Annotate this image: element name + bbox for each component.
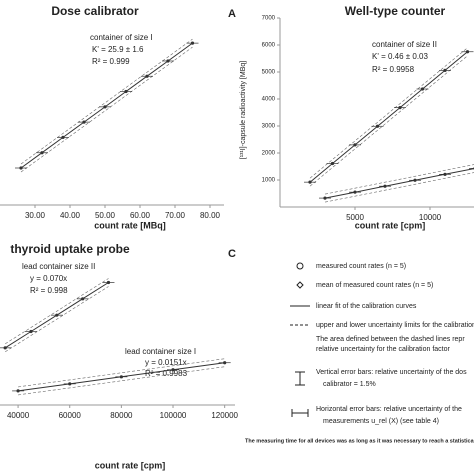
point xyxy=(166,59,170,63)
x-tick-label: 10000 xyxy=(419,213,442,222)
x-tick-label: 60.00 xyxy=(130,211,151,220)
chart-title: thyroid uptake probe xyxy=(10,242,130,256)
x-axis-label: count rate [cpm] xyxy=(95,460,166,470)
chart-title: Well-type counter xyxy=(345,4,446,18)
x-tick-label: 120000 xyxy=(211,411,238,420)
point xyxy=(420,87,425,91)
point xyxy=(103,105,107,109)
point xyxy=(119,375,123,379)
point xyxy=(19,166,23,170)
fit-line xyxy=(309,51,468,183)
panel-label: A xyxy=(228,8,236,20)
point xyxy=(398,106,402,110)
point xyxy=(223,361,227,365)
uncertainty-line xyxy=(18,366,225,396)
legend-item: mean of measured count rates (n = 5) xyxy=(316,282,433,289)
point xyxy=(29,329,33,334)
point xyxy=(61,135,65,139)
x-tick-label: 80.00 xyxy=(200,211,221,220)
annotation: y = 0.070x xyxy=(30,274,67,283)
y-tick-label: 2000 xyxy=(262,151,276,157)
point xyxy=(55,313,59,317)
annotation: K' = 25.9 ± 1.6 xyxy=(92,45,144,54)
annotation: lead container size II xyxy=(22,262,95,271)
point xyxy=(323,196,327,200)
annotation: lead container size I xyxy=(125,347,196,356)
legend-item: The area defined between the dashed line… xyxy=(316,336,465,343)
legend-symbols xyxy=(290,262,310,417)
point xyxy=(124,89,128,94)
legend-item: linear fit of the calibration curves xyxy=(316,303,417,310)
point xyxy=(375,124,380,128)
x-axis-label: count rate [cpm] xyxy=(355,220,426,230)
x-tick-label: 40.00 xyxy=(60,211,81,220)
y-tick-label: 4000 xyxy=(262,97,276,103)
y-tick-label: 6000 xyxy=(262,43,276,49)
point xyxy=(443,172,447,176)
x-tick-label: 60000 xyxy=(59,411,82,420)
legend-item: calibrator = 1.5% xyxy=(323,381,376,388)
point xyxy=(353,190,357,194)
point xyxy=(413,178,417,182)
y-tick-label: 1000 xyxy=(262,178,276,184)
point xyxy=(190,41,195,45)
annotation: container of size I xyxy=(90,33,153,42)
point xyxy=(145,74,149,78)
point xyxy=(465,50,470,54)
point xyxy=(82,120,86,124)
legend-item: Horizontal error bars: relative uncertai… xyxy=(316,406,462,413)
annotation: container of size II xyxy=(372,40,437,49)
uncertainty-line xyxy=(5,286,109,353)
annotation: K' = 0.46 ± 0.03 xyxy=(372,52,429,61)
x-tick-label: 70.00 xyxy=(165,211,186,220)
point xyxy=(3,346,7,350)
chart-title: Dose calibrator xyxy=(51,4,139,18)
legend-item: measurements u_rel (X) (see table 4) xyxy=(323,418,439,425)
point xyxy=(353,143,357,147)
uncertainty-line xyxy=(309,47,468,179)
y-axis-label: [¹³¹I]-capsule radioactivity [MBq] xyxy=(240,61,247,159)
x-tick-label: 80000 xyxy=(110,411,133,420)
fit-line xyxy=(324,168,474,199)
x-tick-label: 5000 xyxy=(346,213,364,222)
legend-item: relative uncertainty for the calibration… xyxy=(316,346,451,353)
x-tick-label: 30.00 xyxy=(25,211,46,220)
point xyxy=(106,280,111,285)
y-tick-label: 5000 xyxy=(262,70,276,76)
annotation: R² = 0.999 xyxy=(92,57,130,66)
uncertainty-line xyxy=(5,278,109,345)
point xyxy=(443,68,447,72)
point xyxy=(40,151,44,155)
uncertainty-line xyxy=(324,164,474,195)
x-tick-label: 40000 xyxy=(7,411,30,420)
point xyxy=(330,161,335,166)
x-tick-label: 100000 xyxy=(160,411,187,420)
legend-item: upper and lower uncertainty limits for t… xyxy=(316,322,474,329)
annotation: R² = 0.9983 xyxy=(145,369,188,378)
point xyxy=(68,382,72,386)
y-tick-label: 7000 xyxy=(262,16,276,22)
annotation: R² = 0.9958 xyxy=(372,65,415,74)
uncertainty-line xyxy=(18,358,225,388)
x-tick-label: 50.00 xyxy=(95,211,116,220)
point xyxy=(81,297,85,301)
point xyxy=(383,184,387,188)
x-axis-label: count rate [MBq] xyxy=(94,220,166,230)
point xyxy=(171,368,175,372)
panel-label: C xyxy=(228,248,236,260)
point xyxy=(308,180,312,184)
uncertainty-line xyxy=(324,172,474,203)
legend-item: Vertical error bars: relative uncertaint… xyxy=(316,369,467,376)
point xyxy=(16,389,20,393)
footnote: The measuring time for all devices was a… xyxy=(245,438,474,444)
uncertainty-line xyxy=(309,55,468,187)
annotation: y = 0.0151x xyxy=(145,358,187,367)
y-tick-label: 3000 xyxy=(262,124,276,130)
legend-item: measured count rates (n = 5) xyxy=(316,263,406,270)
annotation: R² = 0.998 xyxy=(30,286,68,295)
